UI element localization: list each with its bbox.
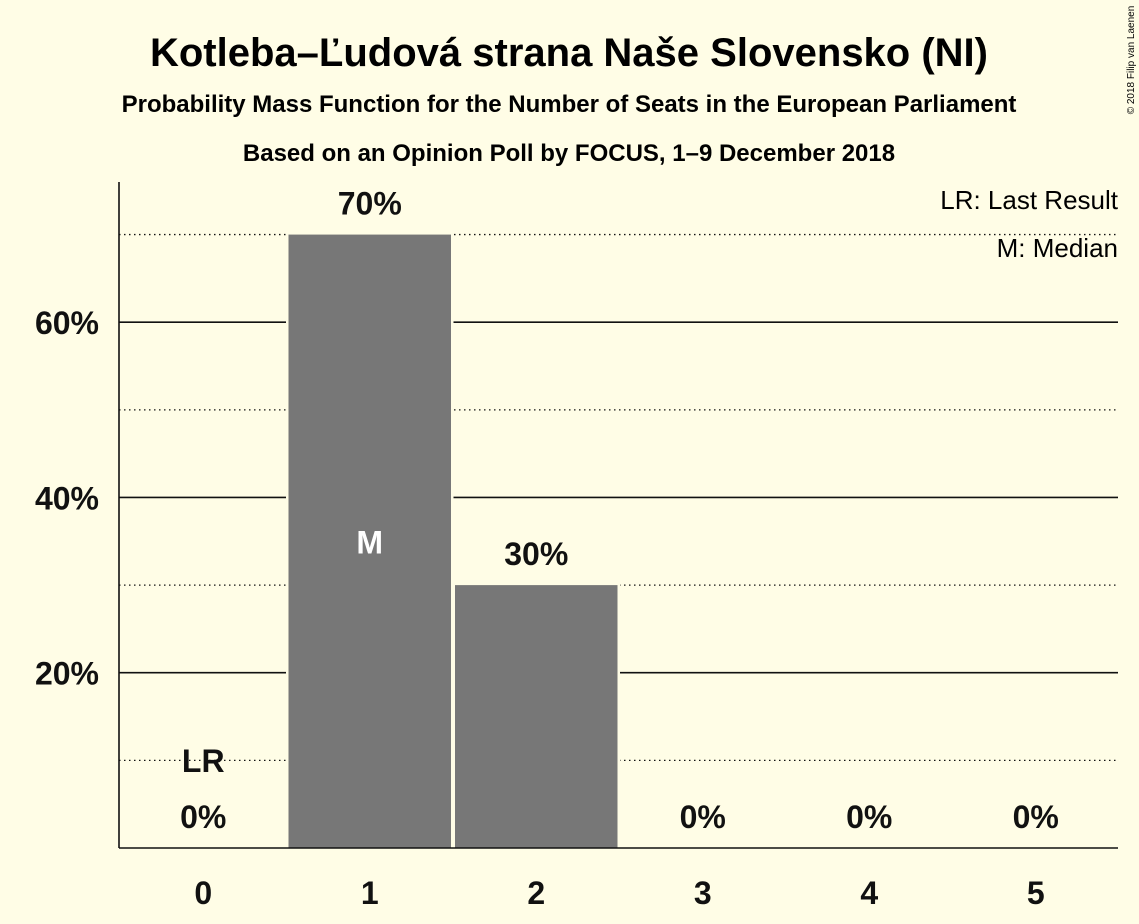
bar-labels: 0% 70% 30% 0% 0% 0% LR M bbox=[180, 186, 1059, 835]
x-tick-label-3: 3 bbox=[694, 875, 712, 911]
bar-value-label-1: 70% bbox=[338, 186, 402, 222]
axes: 20% 40% 60% 0 1 2 3 4 5 bbox=[35, 182, 1118, 911]
x-tick-label-4: 4 bbox=[860, 875, 878, 911]
x-tick-label-2: 2 bbox=[527, 875, 545, 911]
y-tick-label-20: 20% bbox=[35, 656, 99, 692]
bar-1 bbox=[288, 234, 451, 848]
legend-median: M: Median bbox=[997, 233, 1118, 263]
y-tick-label-60: 60% bbox=[35, 305, 99, 341]
x-tick-label-0: 0 bbox=[194, 875, 212, 911]
y-tick-label-40: 40% bbox=[35, 480, 99, 516]
x-tick-label-1: 1 bbox=[361, 875, 379, 911]
bar-value-label-2: 30% bbox=[504, 536, 568, 572]
bar-value-label-5: 0% bbox=[1013, 799, 1059, 835]
bar-value-label-3: 0% bbox=[680, 799, 726, 835]
chart-subtitle: Probability Mass Function for the Number… bbox=[122, 91, 1017, 118]
bars bbox=[286, 232, 620, 848]
bar-value-label-4: 0% bbox=[846, 799, 892, 835]
credit-text: © 2018 Filip van Laenen bbox=[1126, 6, 1137, 115]
last-result-marker: LR bbox=[182, 743, 225, 779]
chart-subtitle-poll: Based on an Opinion Poll by FOCUS, 1–9 D… bbox=[243, 140, 895, 167]
bar-value-label-0: 0% bbox=[180, 799, 226, 835]
x-tick-label-5: 5 bbox=[1027, 875, 1045, 911]
chart-title: Kotleba–Ľudová strana Naše Slovensko (NI… bbox=[150, 31, 988, 75]
gridlines bbox=[119, 233, 1118, 762]
median-marker: M bbox=[356, 524, 383, 560]
bar-2 bbox=[455, 585, 618, 848]
legend-last-result: LR: Last Result bbox=[940, 185, 1119, 215]
